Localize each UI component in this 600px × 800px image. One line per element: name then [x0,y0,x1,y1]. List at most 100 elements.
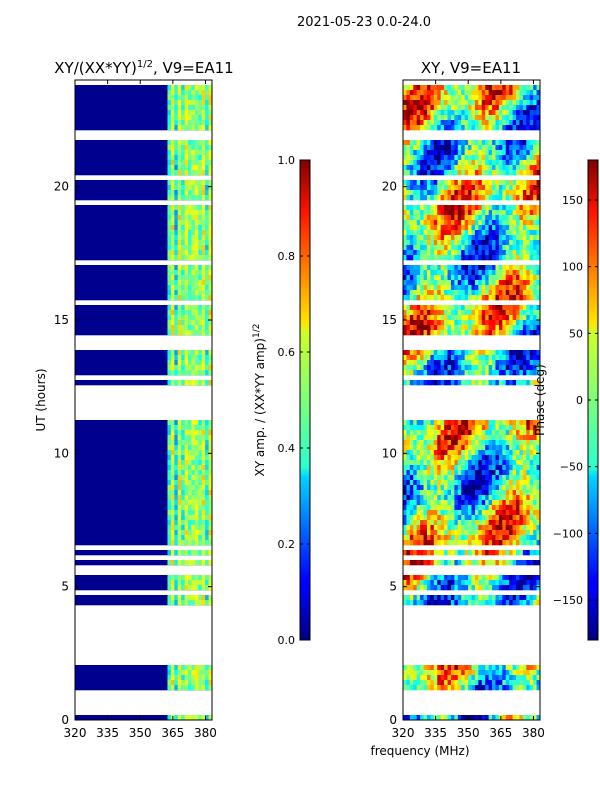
phase-cell [516,595,520,601]
phase-cell [471,205,476,211]
colorbar-tick-label: −50 [560,461,583,474]
phase-cell [512,285,517,291]
amplitude-cell [191,105,196,111]
phase-cell [505,420,510,426]
phase-cell [416,295,421,301]
phase-cell [430,105,435,111]
phase-cell [519,210,524,216]
amplitude-cell [167,250,172,256]
phase-cell [533,365,537,371]
amplitude-cell [174,125,179,131]
phase-cell [413,600,417,606]
phase-cell [505,450,510,456]
phase-cell [468,90,472,96]
phase-cell [461,280,465,286]
amplitude-cell [170,380,175,386]
amplitude-cell [181,425,185,431]
phase-cell [403,535,407,541]
phase-cell [481,100,486,106]
phase-cell [413,280,417,286]
phase-cell [454,450,459,456]
phase-cell [512,255,517,261]
amplitude-row [75,430,212,436]
phase-cell [440,325,445,331]
amplitude-cell [174,525,179,531]
phase-cell [529,510,534,516]
phase-cell [495,250,500,256]
phase-cell [485,355,489,361]
phase-cell [519,325,524,331]
amplitude-cell [198,290,203,296]
phase-cell [440,475,445,481]
phase-cell [440,595,445,601]
amplitude-cell [174,475,179,481]
phase-cell [468,525,472,531]
amplitude-cell [174,255,179,261]
amplitude-cell [184,665,189,671]
phase-cell [509,490,513,496]
phase-cell [509,360,513,366]
phase-cell [522,510,527,516]
phase-cell [512,225,517,231]
phase-cell [536,160,541,166]
amplitude-cell [174,435,179,441]
phase-cell [474,290,479,296]
phase-cell [420,240,424,246]
amplitude-cell [177,245,182,251]
phase-cell [440,445,445,451]
phase-cell [536,520,541,526]
phase-cell [498,205,503,211]
phase-cell [481,105,486,111]
y-tick-label: 15 [382,313,397,327]
phase-cell [447,380,452,386]
amplitude-cell [205,490,209,496]
phase-cell [468,560,472,566]
phase-cell [420,355,424,361]
phase-cell [533,240,537,246]
phase-cell [471,420,476,426]
phase-cell [440,330,445,336]
phase-cell [481,145,486,151]
amplitude-cell [201,445,206,451]
amplitude-cell [198,195,203,201]
phase-cell [464,575,469,581]
phase-cell [488,685,493,691]
phase-cell [420,485,424,491]
amplitude-cell [191,540,196,546]
phase-cell [516,105,520,111]
phase-cell [474,275,479,281]
amplitude-cell [177,575,182,581]
amplitude-cell [170,365,175,371]
phase-cell [454,290,459,296]
phase-cell [533,95,537,101]
phase-cell [495,425,500,431]
phase-cell [437,195,441,201]
x-tick-label: 320 [64,726,87,740]
phase-cell [492,320,496,326]
phase-cell [478,505,483,511]
phase-cell [403,90,407,96]
amplitude-cell [198,245,203,251]
phase-cell [498,530,503,536]
phase-cell [509,210,513,216]
amplitude-cell [198,95,203,101]
phase-cell [481,535,486,541]
phase-cell [416,685,421,691]
phase-cell [505,425,510,431]
phase-cell [433,360,438,366]
phase-cell [519,420,524,426]
amplitude-cell [174,120,179,126]
phase-cell [447,525,452,531]
phase-cell [433,330,438,336]
phase-cell [409,220,414,226]
phase-cell [529,575,534,581]
amplitude-cell [191,685,196,691]
amplitude-cell [205,165,209,171]
amplitude-cell [181,380,185,386]
amplitude-row [75,215,212,221]
phase-cell [526,145,531,151]
phase-cell [457,290,462,296]
phase-cell [492,115,496,121]
amplitude-cell [201,435,206,441]
phase-cell [495,145,500,151]
